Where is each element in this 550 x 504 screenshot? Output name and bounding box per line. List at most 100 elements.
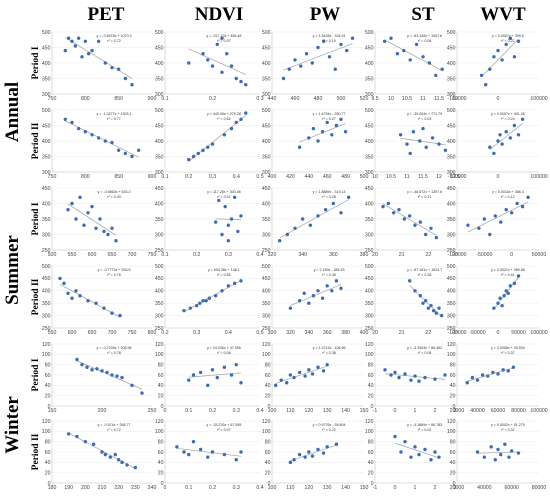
y-tick-label: 120 [447,342,456,348]
trend-line [188,48,246,75]
x-tick-label: 900 [148,174,157,180]
y-tick-label: 40 [368,460,374,466]
scatter-panel: 750 800 850 900 300 350 400 450 500 y = -0.6978x … [42,30,157,102]
y-tick-label: 350 [365,154,374,160]
y-tick-label: 250 [262,248,271,254]
data-point [234,76,238,81]
y-tick-label: 80 [450,439,456,445]
data-point [316,139,320,143]
r-squared-label: r² = 0.72 [107,428,120,432]
x-tick-label: 360 [323,330,332,336]
data-point [110,373,114,377]
x-tick-label: 220 [114,485,123,491]
data-point [234,120,238,125]
data-point [506,291,510,295]
r-squared-label: r² = 0.28 [322,195,335,199]
data-point [90,204,94,209]
regression-equation: y = -3.3904x + 66.362 [407,346,442,350]
x-tick-label: 11 [404,174,409,180]
data-point [311,294,316,298]
data-point [66,208,70,212]
y-tick-label: 300 [42,232,51,238]
y-tick-label: 350 [42,76,51,82]
y-tick-label: 0 [161,404,164,410]
data-point [239,214,243,218]
regression-equation: y = 1.8889x - 319.13 [313,190,346,194]
trend-line [290,444,337,462]
season-label-winter: Winter [2,396,23,454]
y-tick-label: 60 [450,373,456,379]
data-point [130,383,134,388]
data-point [350,36,355,40]
data-point [239,381,243,385]
data-point [120,375,124,380]
data-point [403,439,407,444]
y-tick-label: 450 [42,186,51,192]
x-tick-label: 340 [304,330,313,336]
data-point [58,276,62,281]
data-point [303,455,307,459]
data-point [325,445,329,449]
data-point [503,442,507,446]
y-tick-label: 400 [42,61,51,67]
data-point [86,299,90,303]
y-tick-label: 80 [45,439,51,445]
trend-line [489,123,523,150]
data-point [66,291,70,295]
x-tick-label: 0.4 [233,174,240,180]
data-point [198,301,202,305]
x-tick-label: 40000 [477,485,492,491]
x-tick-label: 20 [372,252,378,258]
data-point [504,42,508,47]
data-point [288,373,293,377]
scatter-panel: 150 200 250 0 20 40 60 80 100 120 y = -0.7228x + 2… [42,342,157,414]
data-point [66,432,71,436]
data-point [492,306,496,310]
data-point [110,311,114,315]
data-point [343,130,348,134]
data-point [90,48,94,53]
data-point [493,214,497,218]
x-tick-label: 480 [314,96,323,102]
scatter-panel: -100000 -50000 0 50000 100000 250 300 350 400 450… [447,264,548,336]
x-tick-label: 0.1 [185,485,192,491]
x-tick-label: 150 [48,408,57,414]
y-tick-label: 500 [42,30,51,36]
x-tick-label: 60000 [491,408,506,414]
x-tick-label: 460 [323,174,332,180]
trend-line [283,43,353,71]
data-point [409,455,413,459]
y-tick-label: 250 [155,326,164,332]
data-point [302,291,306,295]
data-point [175,445,179,449]
y-tick-label: 300 [42,92,51,98]
data-point [201,299,205,303]
data-point [492,151,496,156]
x-tick-label: 230 [131,485,140,491]
y-tick-label: 100 [262,429,271,435]
data-point [215,375,219,380]
regression-equation: y = -0.5863x + 633.2 [98,190,131,194]
data-point [512,281,517,286]
data-point [516,39,521,43]
season-label-summer: Summer [2,235,23,305]
y-tick-label: 60 [368,450,374,456]
data-point [86,211,90,215]
data-point [80,55,84,59]
y-tick-label: 450 [365,276,374,282]
data-point [414,42,419,47]
data-point [493,458,497,462]
data-point [424,145,428,149]
y-tick-label: 300 [155,170,164,176]
trend-line [67,203,117,236]
x-tick-label: 21 [399,330,405,336]
x-tick-label: 0.2 [209,485,216,491]
y-tick-label: 20 [265,393,271,399]
data-point [397,208,401,212]
scatter-panel: -100000 0 100000 300 350 400 450 500 y = 0.0007x… [447,108,548,180]
data-point [482,217,487,221]
data-point [418,220,423,224]
y-tick-label: 100 [365,429,374,435]
data-point [244,83,248,87]
y-tick-label: 80 [368,362,374,368]
